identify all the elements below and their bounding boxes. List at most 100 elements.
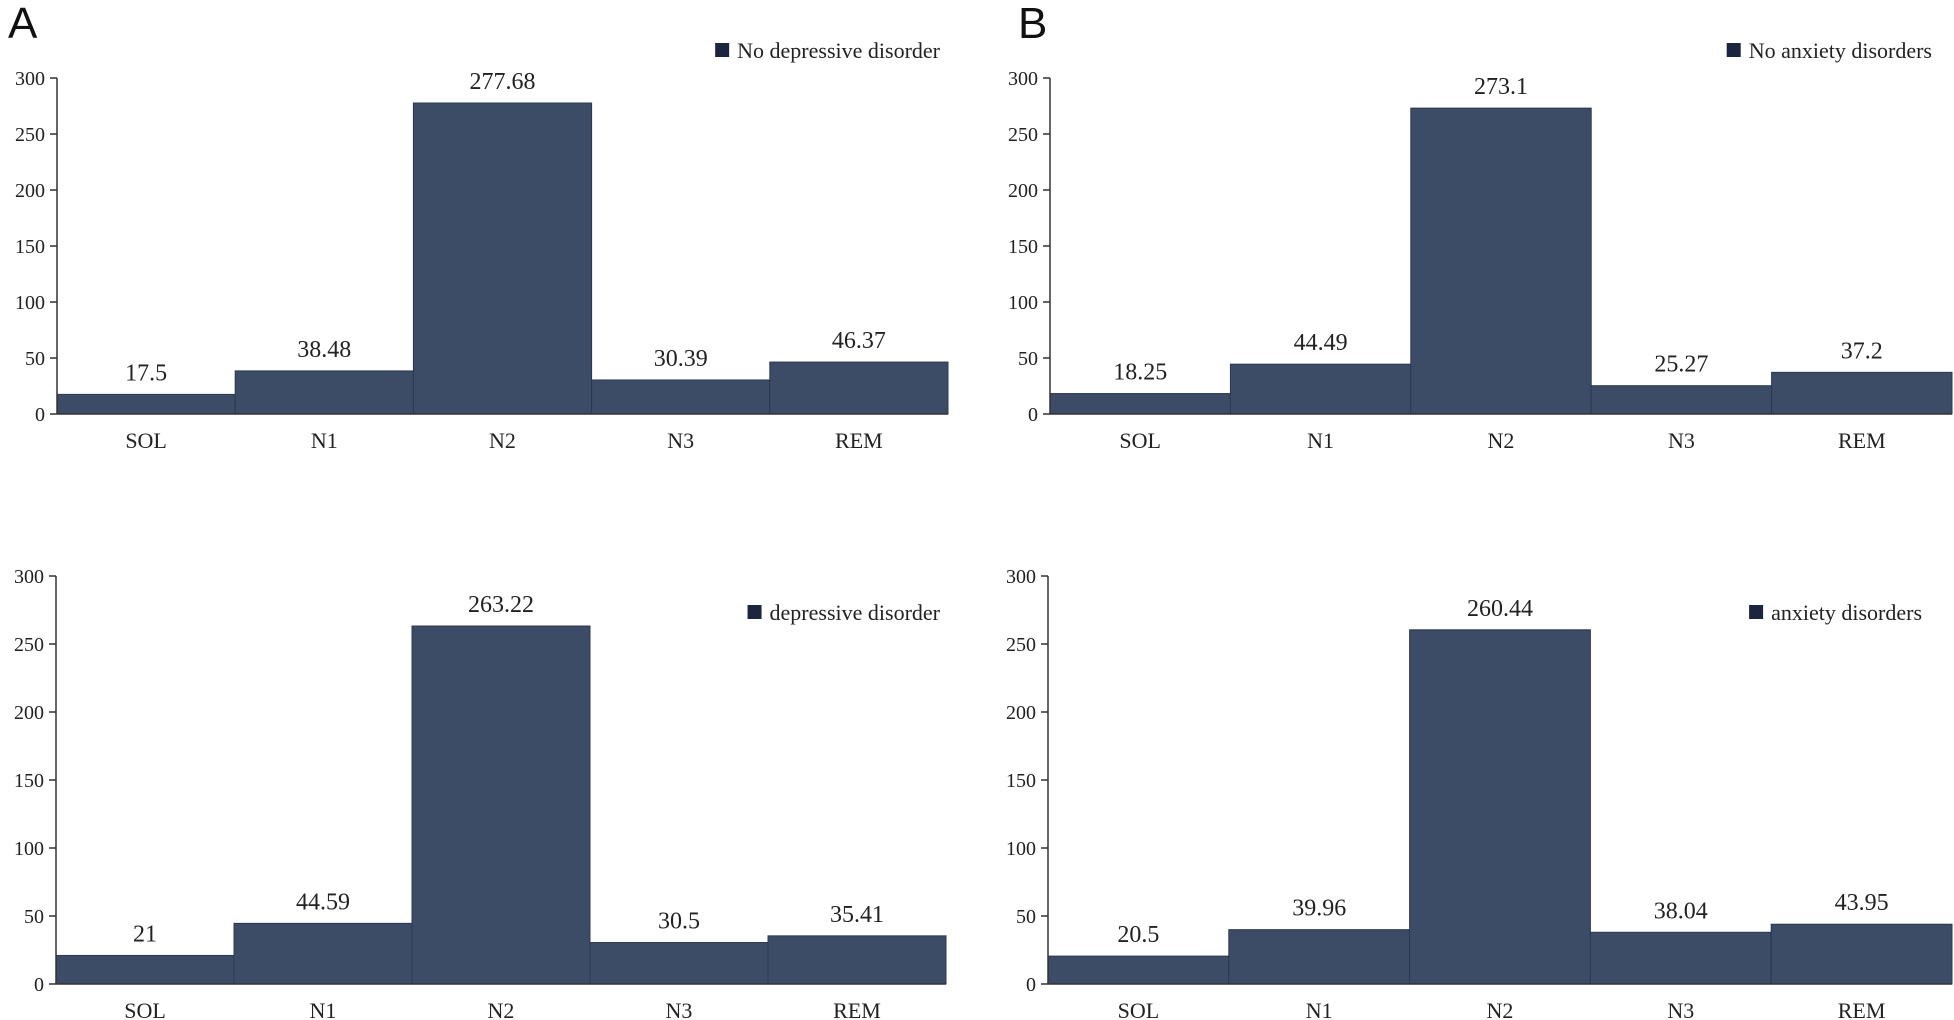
chart-0-bar-sol [56,393,236,415]
chart-0-data-label: 277.68 [470,69,536,95]
chart-1-y-tick-label: 250 [1008,124,1038,146]
chart-3-bar-n3 [1589,931,1772,985]
chart-3-y-tick-label: 100 [1006,838,1036,860]
chart-0-x-tick-label: SOL [125,428,167,453]
chart-0-y-tick-label: 200 [15,180,45,202]
chart-1-y-tick-label: 0 [1028,404,1038,426]
chart-3-x-tick-label: N3 [1667,998,1694,1020]
chart-1-x-tick-label: SOL [1119,428,1161,453]
chart-1-bar-n3 [1590,385,1773,415]
chart-1-x-tick-label: N2 [1488,428,1515,453]
chart-3-y-tick-label: 0 [1026,974,1036,996]
chart-0-y-tick-label: 100 [15,292,45,314]
chart-3-y-tick-label: 150 [1006,770,1036,792]
chart-1-data-label: 44.49 [1294,330,1348,356]
panel-letter-b: B [1018,0,1047,48]
chart-2-bar-n2 [411,625,591,985]
chart-3-y-tick-label: 300 [1006,566,1036,588]
chart-3-x-tick-label: N2 [1487,998,1514,1020]
chart-3-x-tick-label: SOL [1118,998,1160,1020]
chart-2-data-label: 30.5 [658,909,700,935]
chart-3-x-tick-label: N1 [1306,998,1333,1020]
chart-1-y-tick-label: 300 [1008,68,1038,90]
chart-3-data-label: 260.44 [1467,596,1533,622]
chart-2-data-label: 35.41 [830,902,884,928]
chart-0-bar-n2 [412,102,593,415]
chart-2-y-tick-label: 50 [24,906,44,928]
chart-1-data-label: 18.25 [1113,360,1167,386]
chart-3-data-label: 39.96 [1292,896,1346,922]
chart-1-bar-sol [1049,393,1231,415]
chart-2-legend-swatch [747,605,762,619]
chart-2-x-tick-label: N3 [666,998,693,1020]
chart-1-data-label: 37.2 [1841,338,1883,364]
chart-3-legend-label: anxiety disorders [1771,600,1922,625]
chart-2-data-label: 44.59 [296,889,350,915]
chart-3-data-label: 43.95 [1835,890,1889,916]
chart-1-data-label: 25.27 [1654,352,1708,378]
chart-2-data-label: 263.22 [468,592,534,618]
chart-2-x-tick-label: N1 [310,998,337,1020]
chart-0-y-tick-label: 0 [35,404,45,426]
chart-2-y-tick-label: 250 [14,634,44,656]
chart-2-legend-label: depressive disorder [770,600,941,625]
chart-3-bar-sol [1047,955,1230,985]
chart-1-x-tick-label: N3 [1668,428,1695,453]
chart-2-bar-n1 [233,922,413,985]
chart-no-depressive-disorder: 0 50 100 150 200 250 300 SOL N1 N2 N3 REM 17.5 38.48 2… [15,38,949,453]
chart-2-x-tick-label: N2 [488,998,515,1020]
chart-1-y-tick-label: 150 [1008,236,1038,258]
chart-2-y-tick-label: 0 [34,974,44,996]
chart-no-anxiety-disorders: 0 50 100 150 200 250 300 SOL N1 N2 N3 REM 18.25 44.49… [1008,38,1953,453]
chart-0-legend-label: No depressive disorder [737,38,941,63]
chart-0-data-label: 46.37 [832,328,886,354]
chart-3-y-tick-label: 200 [1006,702,1036,724]
chart-0-y-tick-label: 150 [15,236,45,258]
chart-2-y-tick-label: 100 [14,838,44,860]
chart-0-data-label: 17.5 [125,360,167,386]
chart-2-y-tick-label: 150 [14,770,44,792]
chart-3-data-label: 20.5 [1117,922,1159,948]
chart-0-bar-n1 [234,370,414,415]
chart-1-x-tick-label: N1 [1307,428,1334,453]
chart-1-x-tick-label: REM [1838,428,1886,453]
chart-3-bar-n1 [1228,929,1411,985]
chart-0-bar-rem [769,361,949,415]
chart-0-y-tick-label: 250 [15,124,45,146]
chart-0-x-tick-label: N3 [667,428,694,453]
chart-0-data-label: 38.48 [297,337,351,363]
chart-0-x-tick-label: N2 [489,428,516,453]
chart-2-y-tick-label: 200 [14,702,44,724]
chart-3-y-tick-label: 50 [1016,906,1036,928]
chart-3-legend-swatch [1749,605,1764,619]
chart-3-data-label: 38.04 [1654,898,1708,924]
chart-1-data-label: 273.1 [1474,74,1528,100]
chart-2-y-tick-label: 300 [14,566,44,588]
chart-0-data-label: 30.39 [654,346,708,372]
chart-1-bar-rem [1771,371,1953,415]
chart-2-data-label: 21 [133,921,157,947]
chart-0-bar-n3 [591,379,771,415]
chart-2-bar-sol [55,954,235,985]
chart-2-bar-rem [767,935,947,985]
chart-1-y-tick-label: 50 [1018,348,1038,370]
chart-0-x-tick-label: N1 [311,428,338,453]
chart-1-legend-swatch [1726,43,1741,57]
panel-letter-a: A [8,0,38,48]
chart-2-bar-n3 [589,942,769,985]
chart-3-bar-n2 [1409,629,1591,985]
chart-2-x-tick-label: SOL [124,998,166,1020]
chart-anxiety-disorders: 0 50 100 150 200 250 300 SOL N1 N2 N3 REM 20.5 39.96 2… [1006,566,1953,1020]
chart-0-x-tick-label: REM [835,428,883,453]
chart-2-x-tick-label: REM [833,998,881,1020]
chart-3-x-tick-label: REM [1838,998,1886,1020]
chart-3-bar-rem [1770,923,1953,985]
chart-1-legend-label: No anxiety disorders [1749,38,1932,63]
chart-1-bar-n1 [1229,363,1412,415]
chart-1-bar-n2 [1410,107,1592,415]
chart-3-y-tick-label: 250 [1006,634,1036,656]
chart-0-y-tick-label: 50 [25,348,45,370]
chart-depressive-disorder: 0 50 100 150 200 250 300 SOL N1 N2 N3 REM 21 44.59 263… [14,566,947,1020]
chart-0-y-tick-label: 300 [15,68,45,90]
